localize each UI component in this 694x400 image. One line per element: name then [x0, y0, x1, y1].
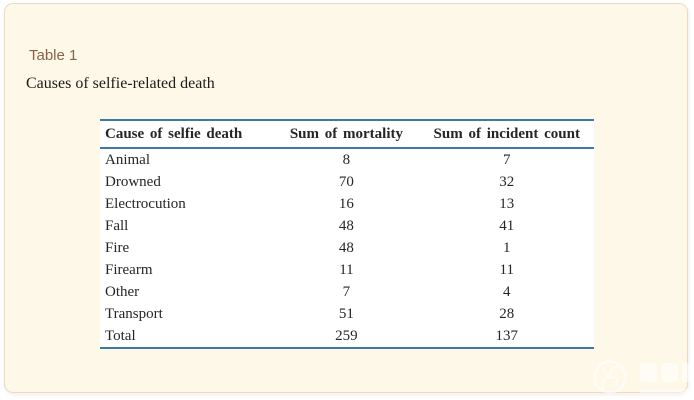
table-caption: Causes of selfie-related death	[26, 75, 215, 92]
cell-incidents: 4	[503, 283, 511, 300]
table-body: Animal 8 7 Drowned 70 32 Electrocution 1…	[100, 148, 594, 348]
watermark-subline	[640, 389, 694, 394]
table-container: Cause of selfie death Sum of mortality S…	[100, 119, 594, 349]
cell-incidents: 28	[499, 305, 515, 322]
cell-mortality: 11	[339, 261, 354, 278]
column-header-mortality: Sum of mortality	[273, 120, 420, 149]
selfie-death-table: Cause of selfie death Sum of mortality S…	[100, 119, 594, 349]
cell-incidents: 7	[503, 151, 511, 168]
header-row: Cause of selfie death Sum of mortality S…	[100, 120, 594, 149]
cell-incidents: 11	[499, 261, 514, 278]
cell-mortality: 48	[338, 217, 354, 234]
watermark-glyph	[682, 363, 694, 382]
column-header-cause: Cause of selfie death	[100, 120, 274, 149]
cell-incidents: 32	[499, 173, 515, 190]
cell-cause: Fire	[105, 239, 130, 256]
cell-cause: Electrocution	[105, 195, 186, 212]
cell-cause: Fall	[105, 217, 129, 234]
cell-cause: Other	[105, 283, 140, 300]
table-row: Fire 48 1	[100, 237, 594, 259]
column-header-incidents: Sum of incident count	[419, 120, 594, 149]
cell-cause: Drowned	[105, 173, 161, 190]
cell-mortality: 7	[342, 283, 351, 300]
cell-cause: Animal	[105, 151, 150, 168]
cell-mortality: 259	[335, 327, 358, 344]
cell-mortality: 16	[338, 195, 354, 212]
table-row: Fall 48 41	[100, 215, 594, 237]
cell-incidents: 41	[499, 217, 515, 234]
table-row: Transport 51 28	[100, 303, 594, 325]
cell-mortality: 48	[338, 239, 354, 256]
table-number-label: Table 1	[29, 47, 78, 64]
watermark	[589, 356, 694, 400]
cell-mortality: 51	[338, 305, 354, 322]
table-row-total: Total 259 137	[100, 325, 594, 348]
table-header: Cause of selfie death Sum of mortality S…	[100, 120, 594, 149]
cell-incidents: 137	[495, 327, 519, 344]
table-row: Firearm 11 11	[100, 259, 594, 281]
cell-incidents: 1	[503, 239, 511, 256]
watermark-glyph	[640, 363, 657, 382]
cell-cause: Firearm	[105, 261, 153, 278]
cell-cause: Total	[105, 327, 136, 344]
table-row: Drowned 70 32	[100, 171, 594, 193]
watermark-glyph	[661, 363, 678, 382]
cell-mortality: 8	[342, 151, 351, 168]
cell-mortality: 70	[338, 173, 354, 190]
table-row: Other 7 4	[100, 281, 594, 303]
table-row: Electrocution 16 13	[100, 193, 594, 215]
content-card: Table 1 Causes of selfie-related death C…	[4, 3, 694, 394]
table-row: Animal 8 7	[100, 148, 594, 171]
cell-incidents: 13	[499, 195, 515, 212]
circular-swirl-logo-icon	[593, 360, 627, 394]
cell-cause: Transport	[105, 305, 163, 322]
